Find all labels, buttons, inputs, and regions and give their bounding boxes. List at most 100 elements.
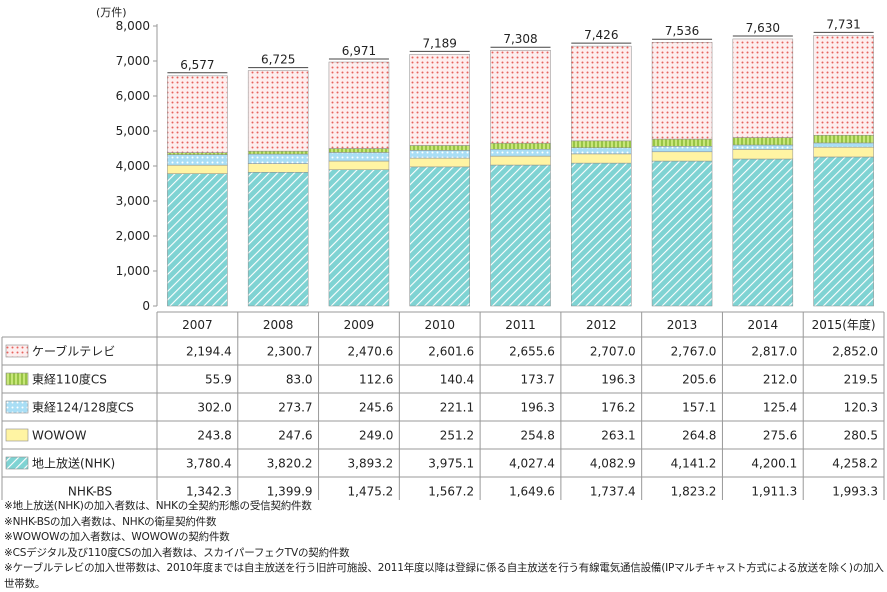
bar-segment [167,173,228,307]
bar-segment [328,61,390,149]
bar-segment [732,137,794,146]
table-cell: 2,194.4 [186,345,232,359]
bar-segment [167,164,228,174]
table-cell: 1,737.4 [590,485,636,499]
table-cell: 125.4 [763,401,797,415]
x-tick-label: 2009 [344,318,375,332]
y-tick-label: 5,000 [116,124,150,138]
bar-segment [732,158,794,307]
bar-segment [490,164,551,307]
table-cell: 302.0 [197,401,231,415]
footnote: ※CSデジタル及び110度CSの加入者数は、スカイパーフェクTVの契約件数 [4,546,350,559]
bar-segment [490,149,551,157]
table-cell: 4,258.2 [832,457,878,471]
table-cell: 55.9 [205,373,232,387]
table-cell: 1,823.2 [671,485,717,499]
bar-segment [732,144,794,150]
stacked-bar-chart: (万件) 0 1,000 2,000 3,000 4,000 5,000 6,000 7,00… [1,6,885,500]
total-label: 6,577 [180,58,214,72]
legend-swatch [5,344,29,358]
table-cell: 196.3 [601,373,635,387]
y-tick-label: 2,000 [116,229,150,243]
table-cell: 243.8 [197,429,231,443]
table-cell: 2,601.6 [428,345,474,359]
x-tick-label: 2010 [424,318,455,332]
legend-label: NHK-BS [68,485,112,499]
bar-segment [409,145,470,151]
table-cell: 1,567.2 [428,485,474,499]
table-cell: 4,027.4 [509,457,555,471]
bar-segment [247,150,309,155]
table-cell: 4,082.9 [590,457,636,471]
table-cell: 157.1 [682,401,716,415]
table-cell: 221.1 [440,401,474,415]
bar-segment [651,138,713,147]
y-tick-label: 3,000 [116,194,150,208]
table-cell: 219.5 [844,373,878,387]
legend-label: 東経124/128度CS [32,400,134,415]
table-cell: 264.8 [682,429,716,443]
table-cell: 176.2 [601,401,635,415]
bar-segment [409,157,470,168]
bar-segment [813,142,874,148]
table-cell: 2,470.6 [348,345,394,359]
table-cell: 251.2 [440,429,474,443]
bar-segment [813,135,874,144]
bar-segment [813,146,874,158]
table-cell: 245.6 [359,401,393,415]
bar-segment [328,152,390,162]
table-cell: 120.3 [844,401,878,415]
total-labels: 6,577 6,725 6,971 7,189 7,308 7,426 7,536 7,630… [167,17,874,74]
bar-segment [409,150,470,159]
table-cell: 3,975.1 [428,457,474,471]
bar-segment [167,154,228,166]
table-cell: 2,707.0 [590,345,636,359]
footnote: ※ケーブルテレビの加入世帯数は、2010年度までは自主放送を行う旧許可施設、20… [4,562,884,590]
y-axis: 0 1,000 2,000 3,000 4,000 5,000 6,000 7,000 8,00… [116,19,158,313]
legend-label: ケーブルテレビ [32,344,115,359]
x-tick-label: 2011 [505,318,536,332]
total-label: 7,189 [423,36,457,50]
total-label: 7,426 [584,28,618,42]
total-label: 7,308 [503,32,537,46]
table-cell: 140.4 [440,373,474,387]
table-cell: 247.6 [278,429,312,443]
bar-segment [571,45,632,142]
x-tick-label: 2015(年度) [812,317,876,332]
legend-swatch [5,372,29,386]
table-cell: 196.3 [521,401,555,415]
y-tick-label: 6,000 [116,89,150,103]
legend-label: WOWOW [32,429,87,443]
table-cell: 1,475.2 [348,485,394,499]
bar-segment [247,163,309,173]
y-tick-label: 4,000 [116,159,150,173]
legend-swatch [5,428,29,442]
table-cell: 254.8 [521,429,555,443]
y-tick-label: 8,000 [116,19,150,33]
bars [167,35,874,307]
legend-swatch [5,400,29,414]
bar-segment [409,54,470,146]
bar-segment [247,70,309,152]
table-cell: 3,780.4 [186,457,232,471]
table-cell: 212.0 [763,373,797,387]
table-cell: 263.1 [601,429,635,443]
y-unit-label: (万件) [96,6,127,19]
table-cell: 1,649.6 [509,485,555,499]
bar-segment [247,172,309,307]
table-cell: 1,399.9 [267,485,313,499]
legend-swatch [5,456,29,470]
bar-segment [328,160,390,170]
total-label: 6,725 [261,53,295,67]
table-cell: 3,820.2 [267,457,313,471]
x-tick-label: 2014 [748,318,779,332]
footnote: ※NHK-BSの加入者数は、NHKの衛星契約件数 [4,515,217,528]
table-cell: 112.6 [359,373,393,387]
bar-segment [490,155,551,166]
table-cell: 173.7 [521,373,555,387]
table-cell: 1,993.3 [832,485,878,499]
legend-label: 東経110度CS [32,372,107,387]
bar-segment [651,160,713,307]
table-cell: 4,141.2 [671,457,717,471]
table-cell: 2,655.6 [509,345,555,359]
